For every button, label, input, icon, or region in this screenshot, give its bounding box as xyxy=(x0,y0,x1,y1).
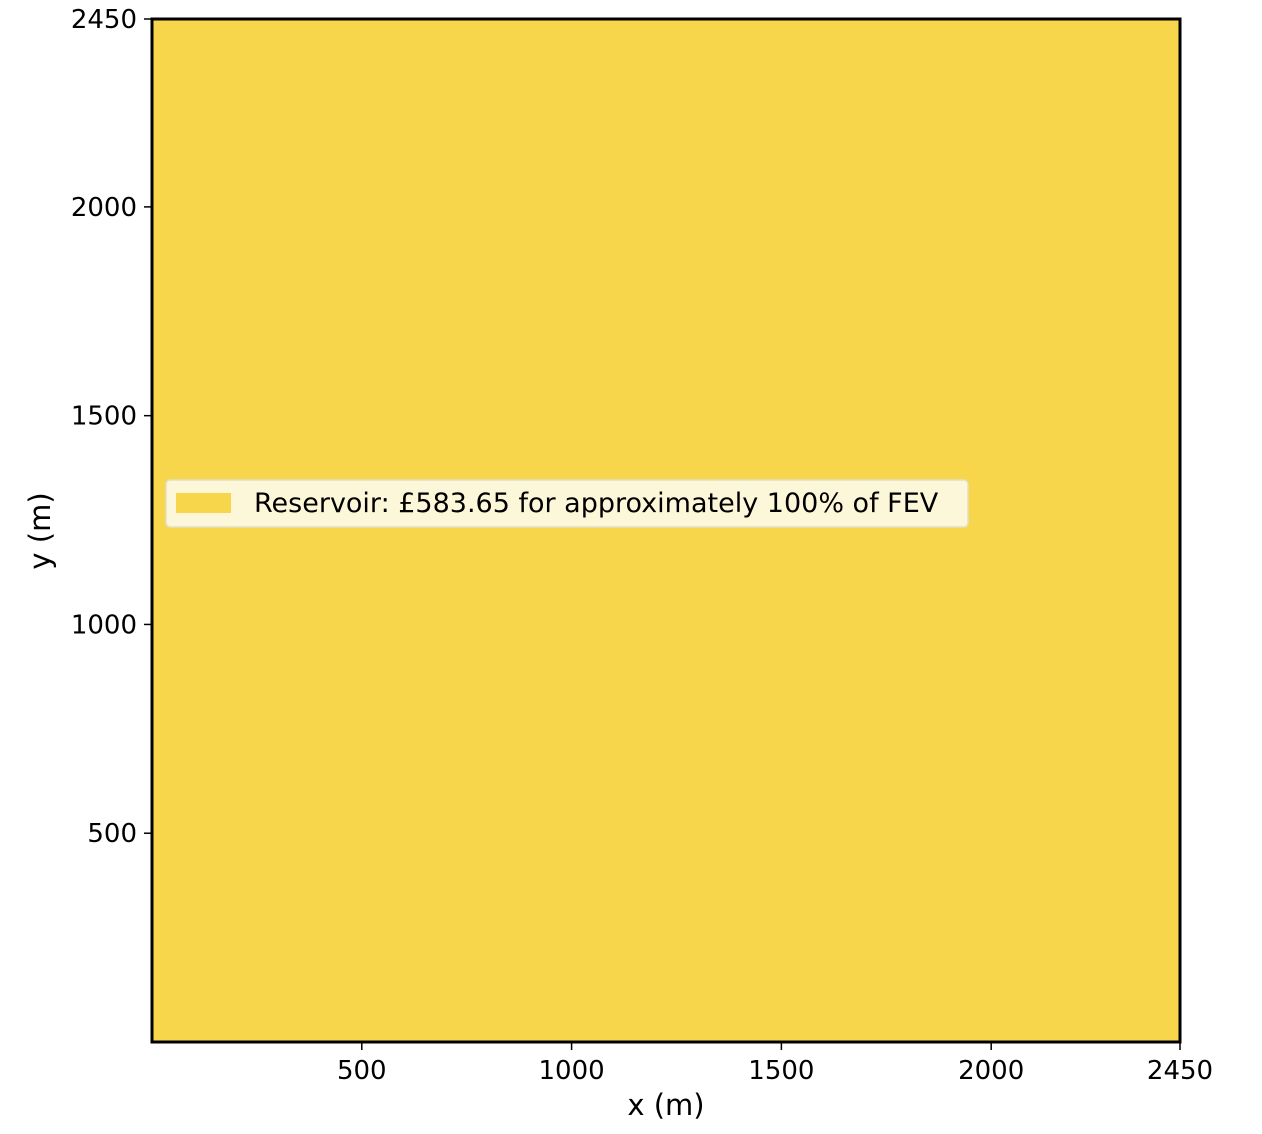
y-tick-label: 2450 xyxy=(71,5,137,35)
reservoir-region xyxy=(152,19,1180,1042)
y-axis-ticks: 500 1000 1500 2000 2450 xyxy=(71,5,152,849)
legend-swatch xyxy=(176,493,231,513)
legend: Reservoir: £583.65 for approximately 100… xyxy=(165,479,969,528)
x-tick-label: 2000 xyxy=(958,1056,1024,1086)
y-tick-label: 500 xyxy=(87,819,137,849)
x-tick-label: 1500 xyxy=(748,1056,814,1086)
x-axis-label: x (m) xyxy=(627,1088,704,1122)
x-axis-ticks: 500 1000 1500 2000 2450 xyxy=(337,1042,1213,1086)
plot-area xyxy=(150,17,1182,1044)
legend-box xyxy=(165,479,969,528)
y-tick-label: 2000 xyxy=(71,193,137,223)
x-tick-label: 500 xyxy=(337,1056,387,1086)
x-tick-label: 2450 xyxy=(1147,1056,1213,1086)
y-axis-label: y (m) xyxy=(23,492,57,569)
plot-frame xyxy=(150,17,1182,1044)
y-tick-label: 1000 xyxy=(71,610,137,640)
legend-entry-label: Reservoir: £583.65 for approximately 100… xyxy=(254,488,939,519)
y-tick-label: 1500 xyxy=(71,402,137,432)
x-tick-label: 1000 xyxy=(539,1056,605,1086)
